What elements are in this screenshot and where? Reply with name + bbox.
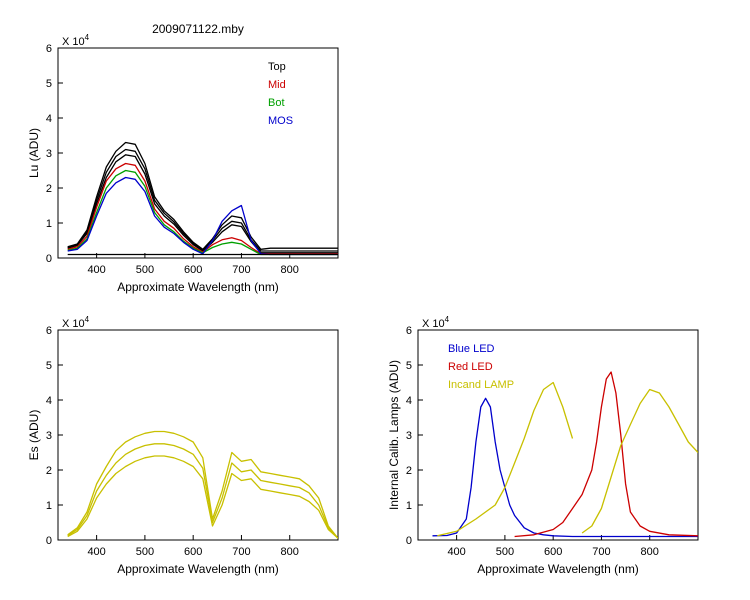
series-group — [67, 430, 338, 539]
y-tick-label: 2 — [406, 465, 412, 477]
x-tick-label: 600 — [184, 546, 202, 558]
y-tick-label: 4 — [406, 395, 412, 407]
y-axis-label: Lu (ADU) — [27, 128, 41, 178]
legend-entry: Mid — [268, 79, 286, 91]
figure-title: 2009071122.mby — [152, 22, 244, 36]
y-tick-label: 0 — [406, 535, 412, 547]
x-axis-label: Approximate Wavelength (nm) — [117, 562, 279, 576]
x-tick-label: 500 — [136, 264, 154, 276]
chart-lu: 400 500 600 700 800 0 1 2 3 4 5 6 X 104 Approximate W… — [27, 33, 339, 294]
x-tick-label: 500 — [136, 546, 154, 558]
series-line-lamps-0 — [432, 397, 698, 538]
y-tick-label: 3 — [406, 430, 412, 442]
chart-es: 400 500 600 700 800 0 1 2 3 4 5 6 X 104 Approximate W… — [27, 315, 339, 576]
y-tick-label: 5 — [46, 360, 52, 372]
x-tick-label: 800 — [281, 264, 299, 276]
x-tick-label: 400 — [87, 546, 105, 558]
series-group — [67, 141, 338, 256]
series-line-lu-3 — [67, 162, 338, 255]
chart-lamps: 400 500 600 700 800 0 1 2 3 4 5 6 X 104 Approximate W… — [387, 315, 699, 576]
y-tick-label: 5 — [406, 360, 412, 372]
series-line-lamps-3 — [581, 388, 698, 534]
axis-multiplier-exponent: 4 — [85, 33, 90, 42]
x-tick-label: 400 — [87, 264, 105, 276]
y-tick-label: 6 — [406, 325, 412, 337]
plot-frame — [57, 329, 339, 541]
legend-entry: MOS — [268, 115, 293, 127]
y-tick-label: 5 — [46, 78, 52, 90]
legend-entry: Blue LED — [448, 343, 495, 355]
x-tick-label: 400 — [447, 546, 465, 558]
series-line-es-0 — [67, 430, 338, 539]
y-axis-label: Es (ADU) — [27, 410, 41, 461]
legend-entry: Red LED — [448, 361, 493, 373]
y-tick-label: 2 — [46, 183, 52, 195]
axis-multiplier-exponent: 4 — [445, 315, 450, 324]
x-tick-label: 800 — [281, 546, 299, 558]
series-line-es-2 — [67, 455, 338, 539]
legend-entry: Bot — [268, 97, 285, 109]
x-tick-label: 700 — [232, 264, 250, 276]
axis-multiplier: X 104 — [62, 315, 90, 330]
series-line-lu-4 — [67, 169, 338, 256]
legend-entry: Incand LAMP — [448, 379, 514, 391]
plot-frame — [57, 47, 339, 259]
y-tick-label: 6 — [46, 43, 52, 55]
series-line-lamps-1 — [514, 371, 698, 538]
y-tick-label: 6 — [46, 325, 52, 337]
y-axis-label: Internal Calib. Lamps (ADU) — [387, 360, 401, 510]
x-tick-label: 700 — [232, 546, 250, 558]
y-tick-label: 4 — [46, 113, 52, 125]
axis-multiplier-exponent: 4 — [85, 315, 90, 324]
y-tick-label: 0 — [46, 535, 52, 547]
y-tick-label: 1 — [46, 218, 52, 230]
x-axis-label: Approximate Wavelength (nm) — [117, 280, 279, 294]
series-line-lu-5 — [67, 176, 338, 256]
y-tick-label: 1 — [406, 500, 412, 512]
x-tick-label: 700 — [592, 546, 610, 558]
axis-multiplier: X 104 — [422, 315, 450, 330]
x-tick-label: 800 — [641, 546, 659, 558]
legend-entry: Top — [268, 61, 286, 73]
y-tick-label: 3 — [46, 430, 52, 442]
x-tick-label: 500 — [496, 546, 514, 558]
x-tick-label: 600 — [544, 546, 562, 558]
series-line-es-1 — [67, 443, 338, 539]
x-axis-label: Approximate Wavelength (nm) — [477, 562, 639, 576]
y-tick-label: 4 — [46, 395, 52, 407]
y-tick-label: 1 — [46, 500, 52, 512]
series-line-lamps-2 — [437, 381, 574, 537]
series-line-lu-0 — [67, 141, 338, 250]
y-tick-label: 0 — [46, 253, 52, 265]
series-group — [432, 371, 698, 538]
x-tick-label: 600 — [184, 264, 202, 276]
axis-multiplier: X 104 — [62, 33, 90, 48]
y-tick-label: 2 — [46, 465, 52, 477]
y-tick-label: 3 — [46, 148, 52, 160]
